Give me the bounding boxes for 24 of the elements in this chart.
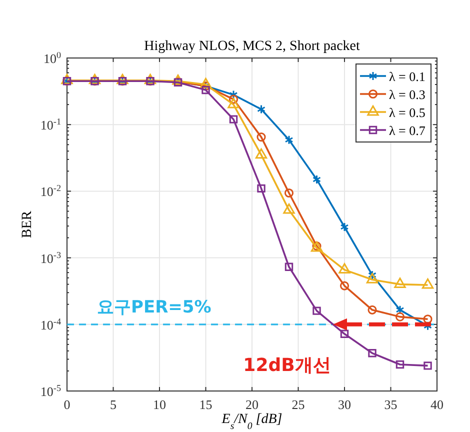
x-tick-label: 20: [246, 397, 258, 412]
x-tick-label: 35: [384, 397, 398, 412]
x-tick-label: 30: [338, 397, 351, 412]
x-tick-label: 10: [153, 397, 166, 412]
legend-label: λ = 0.5: [389, 105, 426, 120]
y-tick-label: 10$^{-3}$: [40, 250, 62, 266]
annotation: 12dB개선: [243, 355, 331, 376]
y-tick-label: 10$^{-4}$: [40, 316, 62, 332]
x-axis-title: E$_{s}$/N$_{0}$ [dB]: [220, 412, 282, 432]
x-tick-label: 25: [292, 397, 305, 412]
chart-title: Highway NLOS, MCS 2, Short packet: [144, 39, 360, 54]
x-tick-label: 5: [110, 397, 116, 412]
annotation: 요구PER=5%: [97, 297, 212, 318]
legend-label: λ = 0.3: [389, 87, 426, 102]
y-axis-title: BER: [20, 210, 35, 238]
y-tick-label: 10$^{-2}$: [40, 183, 62, 200]
x-tick-label: 0: [64, 397, 70, 412]
legend-label: λ = 0.7: [389, 123, 426, 138]
x-tick-label: 15: [199, 397, 212, 412]
y-tick-label: 10$^{0}$: [43, 50, 62, 66]
y-tick-label: 10$^{-1}$: [40, 116, 61, 133]
legend-label: λ = 0.1: [389, 69, 426, 84]
y-tick-label: 10$^{-5}$: [40, 383, 62, 399]
x-tick-label: 40: [430, 397, 444, 412]
